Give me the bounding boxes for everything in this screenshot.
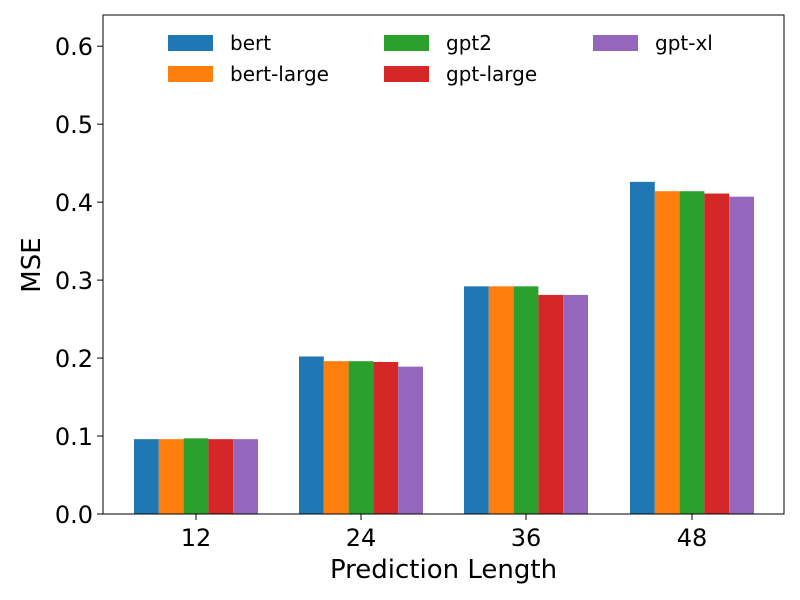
bar-bert-large-36 (488, 286, 514, 514)
legend-swatch-bert-large (168, 66, 213, 82)
bar-bert-48 (630, 181, 655, 514)
plot-frame (102, 14, 785, 515)
bar-gpt2-36 (513, 286, 539, 514)
x-tick-label: 36 (511, 524, 542, 552)
bar-gpt-large-12 (208, 439, 234, 514)
bar-gpt2-48 (679, 191, 705, 514)
legend-swatch-gpt-large (384, 66, 429, 82)
x-tick-label: 12 (181, 524, 212, 552)
legend-swatch-bert (168, 35, 213, 51)
legend-label-gpt2: gpt2 (446, 31, 492, 55)
bar-gpt-xl-36 (563, 294, 588, 514)
x-axis-label: Prediction Length (330, 555, 557, 585)
bar-bert-36 (464, 286, 489, 514)
bar-bert-24 (299, 356, 324, 514)
y-axis: 0.0 0.1 0.2 0.3 0.4 0.5 0.6 (55, 33, 103, 529)
x-axis: 12 24 36 48 (181, 514, 708, 552)
y-tick-label: 0.6 (55, 33, 93, 61)
legend-label-gpt-large: gpt-large (446, 62, 537, 86)
bars-group (134, 181, 754, 515)
bar-bert-12 (134, 439, 159, 514)
y-axis-label: MSE (17, 237, 47, 292)
bar-gpt2-12 (183, 438, 209, 514)
legend-label-bert: bert (230, 31, 271, 55)
legend-label-bert-large: bert-large (230, 62, 329, 86)
bar-gpt-large-36 (538, 294, 564, 514)
legend: bert bert-large gpt2 gpt-large gpt-xl (168, 31, 713, 86)
bar-gpt-xl-48 (729, 196, 754, 515)
legend-label-gpt-xl: gpt-xl (655, 31, 713, 55)
y-tick-label: 0.5 (55, 111, 93, 139)
y-tick-label: 0.3 (55, 267, 93, 295)
bar-bert-large-12 (158, 439, 184, 514)
y-tick-label: 0.4 (55, 189, 93, 217)
x-tick-label: 48 (677, 524, 708, 552)
bar-gpt-xl-12 (233, 439, 258, 514)
bar-gpt-large-24 (373, 361, 399, 514)
y-tick-label: 0.2 (55, 345, 93, 373)
bar-gpt2-24 (348, 361, 374, 514)
y-tick-label: 0.1 (55, 423, 93, 451)
bar-bert-large-48 (654, 191, 680, 514)
bar-gpt-xl-24 (398, 366, 423, 514)
legend-swatch-gpt2 (384, 35, 429, 51)
bar-bert-large-24 (323, 361, 349, 514)
legend-swatch-gpt-xl (593, 35, 638, 51)
y-tick-label: 0.0 (55, 501, 93, 529)
x-tick-label: 24 (346, 524, 377, 552)
bar-gpt-large-48 (704, 193, 730, 514)
